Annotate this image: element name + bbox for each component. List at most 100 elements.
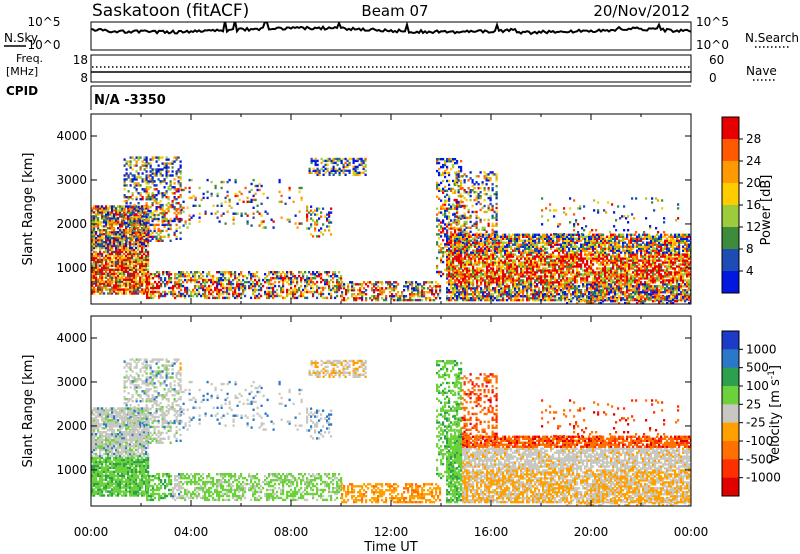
echo-cell — [522, 283, 525, 286]
echo-cell — [145, 164, 148, 167]
echo-cell — [115, 280, 118, 283]
echo-cell — [131, 174, 134, 177]
echo-cell — [129, 237, 132, 240]
echo-cell — [95, 213, 98, 216]
echo-cell — [123, 256, 126, 260]
echo-cell — [167, 202, 170, 205]
echo-cell — [463, 173, 466, 176]
echo-cell — [542, 267, 545, 270]
echo-cell — [91, 274, 94, 277]
echo-cell — [489, 198, 492, 202]
echo-cell — [458, 285, 461, 288]
echo-cell — [405, 283, 408, 286]
echo-cell — [548, 279, 551, 282]
echo-cell — [466, 269, 469, 272]
echo-cell — [544, 235, 547, 238]
echo-cell — [492, 289, 495, 292]
echo-cell — [461, 224, 464, 227]
echo-cell — [500, 269, 503, 272]
echo-cell — [208, 290, 211, 294]
echo-cell — [113, 256, 116, 260]
echo-cell — [175, 198, 178, 201]
echo-cell — [471, 224, 474, 227]
echo-cell — [91, 252, 94, 256]
echo-cell — [180, 271, 183, 274]
echo-cell — [123, 264, 126, 267]
echo-cell — [474, 255, 477, 258]
echo-cell — [482, 259, 485, 262]
echo-cell — [167, 227, 170, 231]
echo-cell — [121, 213, 124, 216]
echo-cell — [328, 159, 331, 163]
echo-cell — [137, 254, 140, 258]
echo-cell — [121, 231, 124, 234]
echo-cell — [131, 205, 134, 209]
echo-cell — [202, 271, 205, 274]
echo-cell — [544, 297, 547, 300]
echo-cell — [403, 289, 406, 292]
echo-cell — [214, 280, 217, 284]
echo-cell — [119, 262, 122, 266]
echo-cell — [109, 236, 112, 240]
echo-cell — [463, 206, 466, 210]
echo-cell — [524, 257, 527, 260]
echo-cell — [135, 272, 138, 275]
echo-cell — [298, 286, 301, 290]
echo-cell — [103, 284, 106, 287]
echo-cell — [165, 192, 168, 195]
echo-cell — [278, 190, 281, 194]
echo-cell — [93, 282, 96, 285]
echo-cell — [163, 217, 166, 221]
echo-cell — [260, 288, 263, 292]
echo-cell — [139, 258, 142, 262]
echo-cell — [174, 277, 177, 280]
echo-cell — [540, 283, 543, 286]
echo-cell — [177, 168, 180, 171]
echo-cell — [500, 285, 503, 288]
echo-cell — [542, 281, 545, 284]
echo-cell — [544, 267, 547, 270]
echo-cell — [175, 223, 178, 227]
echo-cell — [466, 255, 469, 258]
echo-cell — [97, 252, 100, 256]
echo-cell — [393, 287, 396, 290]
echo-cell — [123, 282, 126, 285]
echo-cell — [489, 202, 492, 206]
echo-cell — [109, 242, 112, 246]
echo-cell — [550, 247, 553, 250]
echo-cell — [522, 285, 525, 288]
echo-cell — [526, 243, 529, 246]
echo-cell — [347, 285, 350, 288]
echo-cell — [548, 285, 551, 288]
echo-cell — [111, 252, 114, 256]
echo-cell — [268, 282, 271, 286]
echo-cell — [500, 247, 503, 250]
echo-cell — [544, 287, 547, 290]
echo-cell — [450, 259, 453, 262]
echo-cell — [518, 287, 521, 290]
echo-cell — [168, 271, 171, 274]
echo-cell — [383, 291, 386, 294]
echo-cell — [455, 198, 458, 202]
echo-cell — [482, 257, 485, 260]
echo-cell — [175, 156, 178, 159]
echo-cell — [143, 231, 146, 235]
echo-cell — [111, 244, 114, 248]
echo-cell — [147, 225, 150, 229]
echo-cell — [107, 288, 110, 291]
echo-cell — [429, 281, 432, 284]
echo-cell — [454, 289, 457, 292]
echo-cell — [482, 243, 485, 246]
echo-cell — [222, 282, 225, 286]
echo-cell — [491, 204, 494, 208]
echo-cell — [202, 278, 205, 282]
echo-cell — [208, 271, 211, 274]
echo-cell — [165, 162, 168, 165]
echo-cell — [135, 242, 138, 246]
echo-cell — [129, 276, 132, 279]
echo-cell — [448, 197, 451, 200]
echo-cell — [514, 263, 517, 266]
echo-cell — [224, 296, 227, 300]
echo-cell — [452, 221, 455, 224]
echo-cell — [534, 243, 537, 246]
